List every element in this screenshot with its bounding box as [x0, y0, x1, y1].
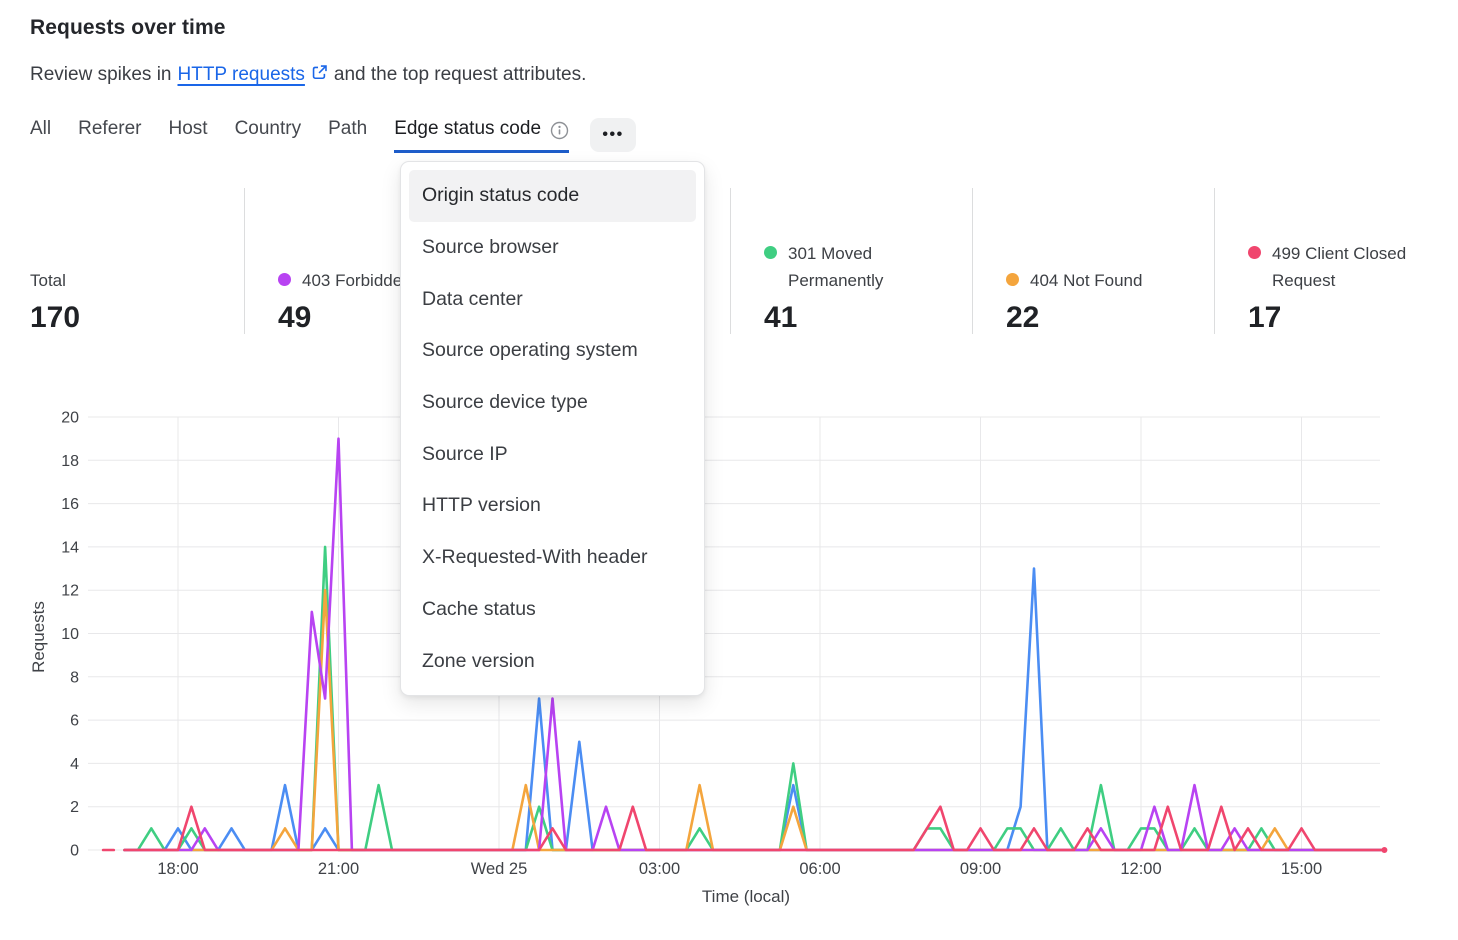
y-tick-label: 14 — [61, 539, 79, 556]
menu-item-source-operating-system[interactable]: Source operating system — [422, 339, 638, 362]
requests-chart[interactable]: 0 2 4 6 8 10 12 14 16 18 20 18:00 21:00 Wed 25 03:00 06… — [0, 400, 1458, 940]
tab-edge-status-code[interactable]: Edge status code — [394, 118, 570, 153]
x-tick-label: 09:00 — [960, 860, 1001, 878]
y-tick-label: 16 — [61, 496, 79, 513]
tab-edge-status-code-label: Edge status code — [394, 118, 542, 139]
x-tick-label: 21:00 — [318, 860, 359, 878]
stat-499-client-closed: 499 Client Closed Request 17 — [1214, 188, 1442, 334]
y-tick-label: 18 — [61, 453, 79, 470]
tab-path[interactable]: Path — [328, 118, 368, 139]
menu-item-http-version[interactable]: HTTP version — [422, 494, 541, 517]
stats-row: Total 170 403 Forbidden 49 301 Moved Per… — [30, 188, 1442, 334]
subtitle-prefix: Review spikes in — [30, 63, 172, 85]
http-requests-link[interactable]: HTTP requests — [177, 63, 305, 85]
more-attributes-button[interactable]: ••• — [590, 118, 637, 152]
stat-499-label: 499 Client Closed Request — [1272, 244, 1407, 290]
y-tick-label: 6 — [70, 713, 79, 730]
y-tick-label: 20 — [61, 410, 79, 427]
stat-404-not-found: 404 Not Found 22 — [972, 188, 1214, 334]
x-tick-label: 06:00 — [799, 860, 840, 878]
y-tick-label: 2 — [70, 799, 79, 816]
series-end-dot — [1381, 847, 1388, 853]
subtitle-suffix: and the top request attributes. — [333, 63, 587, 85]
y-tick-label: 0 — [70, 843, 79, 860]
menu-item-zone-version[interactable]: Zone version — [422, 649, 535, 672]
stat-301-moved: 301 Moved Permanently 41 — [730, 188, 972, 334]
requests-chart-svg: 0 2 4 6 8 10 12 14 16 18 20 18:00 21:00 Wed 25 03:00 06… — [29, 410, 1388, 906]
stat-403-forbidden: 403 Forbidden 49 — [244, 188, 487, 334]
y-tick-label: 12 — [61, 583, 79, 600]
stat-301-label: 301 Moved Permanently — [788, 244, 884, 290]
x-tick-label: Wed 25 — [471, 860, 528, 878]
stat-total: Total 170 — [30, 188, 244, 334]
legend-dot-403 — [278, 272, 291, 286]
x-axis-title: Time (local) — [702, 887, 790, 906]
tab-host[interactable]: Host — [168, 118, 208, 139]
y-tick-label: 4 — [70, 756, 79, 773]
stat-total-label: Total — [30, 270, 66, 290]
y-axis-title: Requests — [29, 601, 48, 673]
legend-dot-404 — [1006, 272, 1019, 286]
y-tick-label: 8 — [70, 669, 79, 686]
stat-499-value: 17 — [1248, 301, 1282, 334]
info-icon[interactable] — [550, 121, 569, 140]
series-line-403-forbidden[interactable] — [123, 437, 1384, 852]
menu-item-data-center[interactable]: Data center — [422, 287, 523, 310]
legend-dot-301 — [764, 246, 777, 260]
stat-301-value: 41 — [764, 301, 798, 334]
subtitle: Review spikes in HTTP requests and the t… — [30, 62, 586, 87]
stat-total-value: 170 — [30, 301, 81, 334]
attribute-dropdown-menu: Origin status code Source browser Data c… — [400, 161, 705, 696]
menu-item-source-ip[interactable]: Source IP — [422, 442, 508, 465]
x-tick-label: 18:00 — [157, 860, 198, 878]
y-tick-label: 10 — [61, 626, 79, 643]
tab-all[interactable]: All — [30, 118, 52, 139]
stat-403-value: 49 — [278, 301, 312, 334]
x-tick-label: 12:00 — [1120, 860, 1161, 878]
attribute-tab-bar: All Referer Host Country Path Edge statu… — [30, 118, 637, 154]
series-line-499-client-closed-request[interactable] — [123, 805, 1384, 852]
menu-item-cache-status[interactable]: Cache status — [422, 597, 536, 620]
menu-item-source-device-type[interactable]: Source device type — [422, 391, 588, 414]
menu-item-origin-status-code[interactable]: Origin status code — [409, 170, 696, 222]
stat-404-label: 404 Not Found — [1030, 270, 1143, 290]
x-tick-label: 15:00 — [1281, 860, 1322, 878]
x-tick-label: 03:00 — [639, 860, 680, 878]
menu-item-source-browser[interactable]: Source browser — [422, 236, 559, 259]
external-link-icon[interactable] — [311, 64, 328, 87]
tab-country[interactable]: Country — [234, 118, 302, 139]
tab-referer[interactable]: Referer — [78, 118, 142, 139]
stat-403-label: 403 Forbidden — [302, 270, 412, 290]
legend-dot-499 — [1248, 246, 1261, 260]
menu-item-x-requested-with-header[interactable]: X-Requested-With header — [422, 546, 648, 569]
page-title: Requests over time — [30, 16, 226, 39]
stat-404-value: 22 — [1006, 301, 1040, 334]
